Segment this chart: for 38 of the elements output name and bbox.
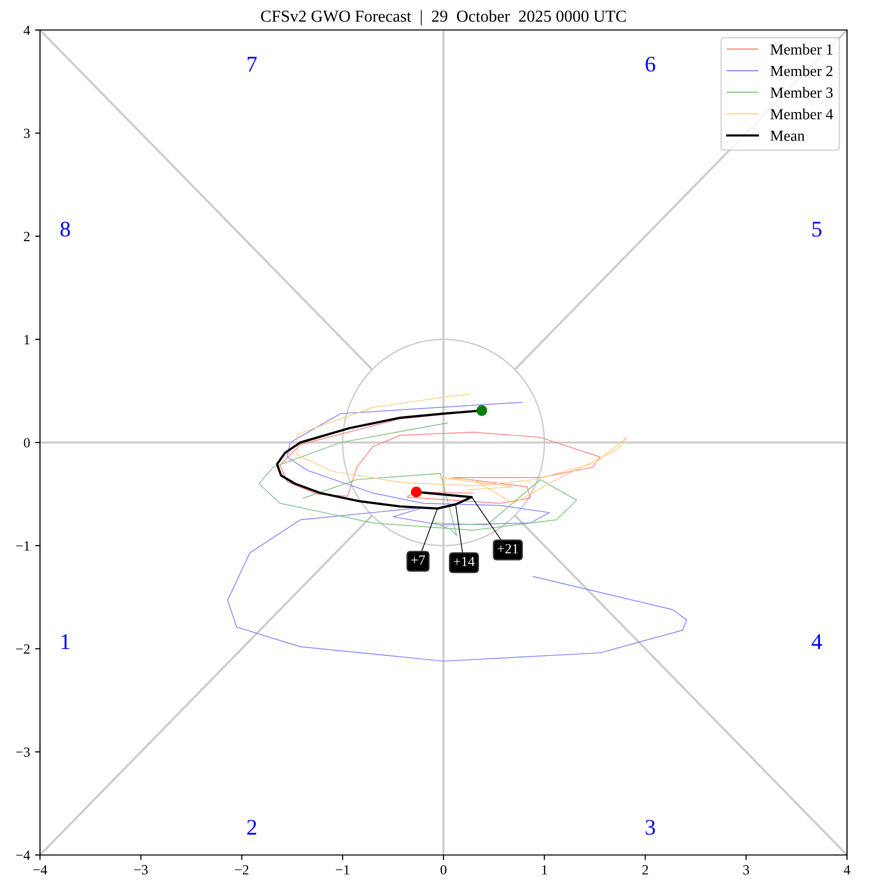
annotation: +14 <box>454 556 475 566</box>
annotation: 3 <box>646 820 655 835</box>
annotation: +7 <box>411 556 425 565</box>
x-tick-label: −2 <box>235 865 248 874</box>
x-tick-label: −4 <box>33 865 48 874</box>
y-tick-label: 4 <box>24 26 30 35</box>
line-series <box>296 394 628 504</box>
x-tick-label: −3 <box>134 865 148 874</box>
x-tick-label: −1 <box>336 865 350 874</box>
x-tick-label: 3 <box>743 865 750 874</box>
y-tick-label: 3 <box>24 128 30 138</box>
legend-label: Member 3 <box>770 87 833 98</box>
annotation: 4 <box>812 634 822 649</box>
legend-label: Mean <box>770 130 805 141</box>
y-tick-label: 0 <box>24 438 30 448</box>
line-series <box>258 422 578 536</box>
y-tick-label: −1 <box>16 541 30 550</box>
x-tick-label: 0 <box>440 865 446 874</box>
y-tick-label: −3 <box>16 747 30 757</box>
chart-title: CFSv2 GWO Forecast | 29 October 2025 0000 UTC <box>261 10 626 26</box>
annotation: 8 <box>60 222 70 237</box>
legend-label: Member 2 <box>770 65 832 76</box>
annotation: 7 <box>248 56 257 72</box>
annotation: 2 <box>247 820 256 835</box>
annotation: +21 <box>498 544 518 554</box>
legend-label: Member 1 <box>770 44 832 55</box>
y-tick-label: −4 <box>16 850 30 860</box>
y-tick-label: −2 <box>16 644 30 654</box>
x-tick-label: 1 <box>542 865 548 874</box>
x-tick-label: 4 <box>844 865 850 874</box>
legend-label: Member 4 <box>770 108 834 120</box>
line-series <box>227 402 688 662</box>
x-tick-label: 2 <box>642 865 648 874</box>
annotation: 6 <box>646 56 656 72</box>
annotation: 1 <box>62 634 70 649</box>
y-tick-label: 2 <box>24 232 30 242</box>
y-tick-label: 1 <box>24 335 30 344</box>
annotation: 5 <box>812 222 822 237</box>
